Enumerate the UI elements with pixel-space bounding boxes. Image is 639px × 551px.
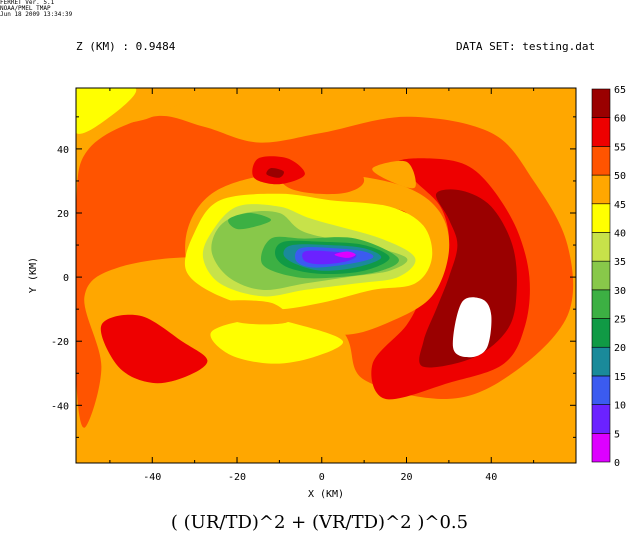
ferret-stamp: FERRET Ver. 5.1 NOAA/PMEL TMAP Jun 18 20… (0, 0, 639, 18)
colorbar-swatch (591, 433, 611, 463)
colorbar-swatch (591, 346, 611, 377)
colorbar-label: 65 (614, 85, 626, 96)
contour-region-60 (266, 168, 284, 178)
y-tick-label: -40 (51, 401, 69, 412)
colorbar-swatch (591, 260, 611, 291)
colorbar-label: 50 (614, 171, 626, 182)
colorbar-swatch (591, 203, 611, 233)
colorbar-swatch (591, 88, 611, 118)
y-tick-label: 20 (57, 209, 69, 220)
contour-region-55 (100, 314, 208, 384)
colorbar-swatch (591, 174, 611, 205)
stamp-line: FERRET Ver. 5.1 (0, 0, 55, 6)
contour-region-45 (372, 160, 416, 189)
colorbar-label: 45 (614, 200, 626, 211)
contour-region-0 (334, 251, 356, 258)
colorbar-label: 10 (614, 401, 626, 412)
colorbar-label: 25 (614, 315, 626, 326)
y-tick-label: 40 (57, 145, 69, 156)
y-tick-label: 0 (63, 273, 69, 284)
stamp-line: Jun 18 2009 13:34:39 (0, 11, 73, 18)
z-level-label: Z (KM) : 0.9484 (76, 40, 176, 53)
missing-data-hole (452, 297, 492, 358)
colorbar-label: 15 (614, 372, 626, 383)
colorbar-swatch (591, 117, 611, 147)
plot-caption: ( (UR/TD)^2 + (VR/TD)^2 )^0.5 (170, 512, 469, 533)
contour-region-25 (228, 213, 272, 230)
colorbar-label: 60 (614, 114, 626, 125)
colorbar-label: 30 (614, 286, 626, 297)
x-tick-label: -20 (228, 472, 246, 483)
stamp-line: NOAA/PMEL TMAP (0, 5, 51, 12)
colorbar-swatch (591, 146, 611, 176)
x-tick-label: 0 (319, 472, 325, 483)
x-tick-label: 20 (400, 472, 412, 483)
y-axis-label: Y (KM) (28, 257, 39, 293)
colorbar-label: 5 (614, 429, 620, 440)
colorbar-swatch (591, 289, 611, 319)
colorbar-swatch (591, 375, 611, 405)
contour-region-40 (210, 318, 344, 364)
contour-region-45 (214, 300, 290, 325)
colorbar-label: 35 (614, 257, 626, 268)
colorbar-swatch (591, 404, 611, 434)
colorbar: 0 5 10 15 20 25 30 35 40 45 50 55 60 65 (591, 85, 626, 469)
colorbar-label: 20 (614, 343, 626, 354)
x-axis-label: X (KM) (308, 489, 344, 500)
contour-region-40 (76, 88, 137, 134)
contour-region-60 (419, 189, 517, 368)
colorbar-label: 0 (614, 458, 620, 469)
dataset-label: DATA SET: testing.dat (456, 40, 596, 53)
plot-frame (75, 87, 577, 464)
axes: -40 -20 0 20 40 -40 -20 0 20 40 (51, 88, 577, 483)
colorbar-label: 55 (614, 142, 626, 153)
colorbar-swatch (591, 318, 611, 348)
contour-region-50 (270, 148, 365, 195)
y-tick-label: -20 (51, 337, 69, 348)
colorbar-swatch (591, 232, 611, 262)
x-tick-label: 40 (485, 472, 497, 483)
colorbar-label: 40 (614, 228, 626, 239)
x-tick-label: -40 (143, 472, 161, 483)
contour-fill-area (76, 88, 576, 463)
